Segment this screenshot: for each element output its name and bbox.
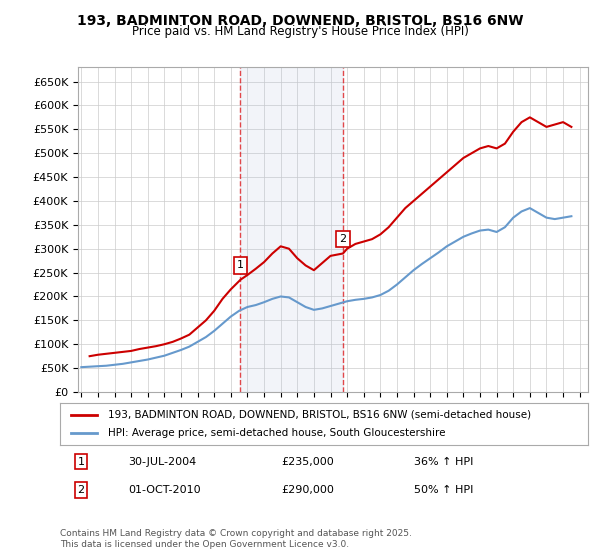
Text: £235,000: £235,000 [282, 456, 335, 466]
Text: 193, BADMINTON ROAD, DOWNEND, BRISTOL, BS16 6NW: 193, BADMINTON ROAD, DOWNEND, BRISTOL, B… [77, 14, 523, 28]
Text: 1: 1 [77, 456, 85, 466]
Text: Contains HM Land Registry data © Crown copyright and database right 2025.
This d: Contains HM Land Registry data © Crown c… [60, 529, 412, 549]
Text: Price paid vs. HM Land Registry's House Price Index (HPI): Price paid vs. HM Land Registry's House … [131, 25, 469, 38]
Text: 36% ↑ HPI: 36% ↑ HPI [414, 456, 473, 466]
Text: HPI: Average price, semi-detached house, South Gloucestershire: HPI: Average price, semi-detached house,… [107, 428, 445, 437]
Text: 30-JUL-2004: 30-JUL-2004 [128, 456, 197, 466]
Text: 50% ↑ HPI: 50% ↑ HPI [414, 485, 473, 495]
Text: £290,000: £290,000 [282, 485, 335, 495]
Text: 2: 2 [77, 485, 85, 495]
Bar [241, 67, 343, 392]
Text: 193, BADMINTON ROAD, DOWNEND, BRISTOL, BS16 6NW (semi-detached house): 193, BADMINTON ROAD, DOWNEND, BRISTOL, B… [107, 410, 530, 420]
Text: 2: 2 [340, 234, 347, 244]
Text: 01-OCT-2010: 01-OCT-2010 [128, 485, 201, 495]
Text: 1: 1 [237, 260, 244, 270]
